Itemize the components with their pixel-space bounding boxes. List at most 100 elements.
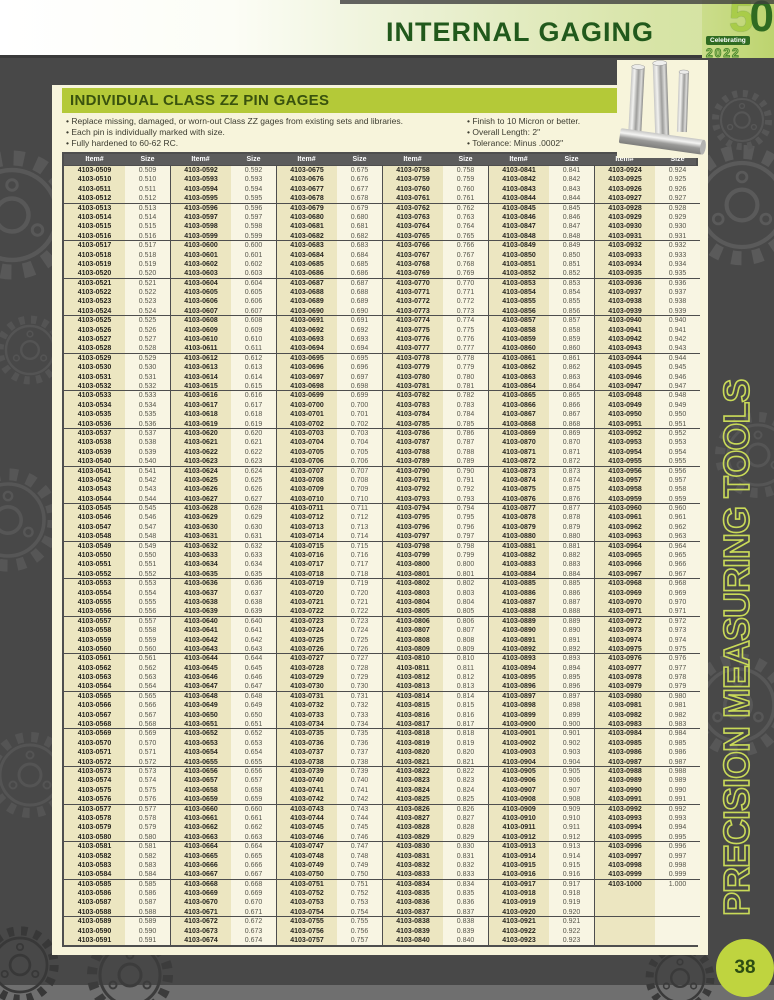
item-cell: 4103-0599: [170, 231, 231, 242]
item-cell: 4103-0520: [64, 269, 125, 279]
item-cell: 4103-0885: [488, 579, 549, 589]
size-cell: 0.687: [337, 278, 382, 289]
item-cell: 4103-0604: [170, 278, 231, 289]
item-cell: 4103-0983: [594, 720, 655, 730]
size-cell: 0.753: [337, 898, 382, 908]
item-cell: 4103-0784: [382, 410, 443, 420]
item-cell: 4103-0782: [382, 391, 443, 401]
item-cell: 4103-0845: [488, 203, 549, 213]
item-cell: 4103-0985: [594, 738, 655, 749]
item-cell: 4103-0812: [382, 673, 443, 683]
item-cell: 4103-0571: [64, 748, 125, 758]
size-cell: 0.830: [443, 842, 488, 852]
item-cell: 4103-0602: [170, 259, 231, 270]
item-cell: 4103-0911: [488, 823, 549, 833]
column-header-item: Item#: [191, 156, 210, 163]
size-cell: 0.814: [443, 691, 488, 702]
size-cell: 0.621: [231, 438, 276, 448]
size-cell: 0.824: [443, 785, 488, 796]
item-cell: 4103-0986: [594, 748, 655, 758]
size-cell: 0.884: [549, 569, 594, 580]
size-cell: 0.751: [337, 879, 382, 890]
size-cell: 0.916: [549, 870, 594, 880]
item-cell: 4103-0755: [276, 917, 337, 927]
item-cell: 4103-0591: [64, 936, 125, 946]
item-cell: 4103-0843: [488, 184, 549, 195]
column-header-size: Size: [458, 156, 473, 163]
item-cell: 4103-0608: [170, 316, 231, 326]
item-cell: 4103-0711: [276, 504, 337, 514]
item-cell: 4103-0759: [382, 175, 443, 185]
size-cell: 0.802: [443, 579, 488, 589]
size-cell: 0.509: [125, 166, 170, 176]
item-cell: 4103-0900: [488, 720, 549, 730]
column-header-size: Size: [352, 156, 367, 163]
item-cell: 4103-0631: [170, 532, 231, 542]
item-cell: 4103-0754: [276, 907, 337, 918]
size-cell: 0.861: [549, 353, 594, 364]
item-cell: 4103-0883: [488, 560, 549, 570]
size-cell: 0.815: [443, 701, 488, 711]
size-cell: 0.940: [655, 316, 700, 326]
size-cell: 0.645: [231, 663, 276, 674]
item-cell: 4103-0984: [594, 729, 655, 739]
column-header-item: Item#: [403, 156, 422, 163]
size-cell: 0.708: [337, 475, 382, 486]
size-cell: 0.990: [655, 785, 700, 796]
item-cell: 4103-0810: [382, 654, 443, 664]
item-cell: 4103-0860: [488, 344, 549, 354]
size-cell: 0.862: [549, 363, 594, 373]
size-cell: 0.593: [231, 175, 276, 185]
item-cell: 4103-0575: [64, 785, 125, 796]
item-cell: 4103-0972: [594, 616, 655, 627]
item-cell: 4103-0570: [64, 738, 125, 749]
size-cell: 0.706: [337, 457, 382, 467]
size-cell: 0.668: [231, 879, 276, 890]
size-cell: 0.587: [125, 898, 170, 908]
item-cell: 4103-0521: [64, 278, 125, 289]
item-cell: 4103-0706: [276, 457, 337, 467]
item-cell: 4103-0533: [64, 391, 125, 401]
size-cell: 0.897: [549, 691, 594, 702]
item-cell: 4103-0887: [488, 597, 549, 608]
item-cell: 4103-0572: [64, 757, 125, 767]
item-cell: 4103-0662: [170, 823, 231, 833]
size-cell: 0.644: [231, 654, 276, 664]
item-cell: 4103-0667: [170, 870, 231, 880]
size-cell: 0.800: [443, 560, 488, 570]
item-cell: 4103-0961: [594, 513, 655, 523]
size-cell: 0.684: [337, 250, 382, 260]
size-cell: 0.688: [337, 288, 382, 298]
size-cell: 0.646: [231, 673, 276, 683]
item-cell: 4103-0588: [64, 907, 125, 918]
item-cell: 4103-0750: [276, 870, 337, 880]
item-cell: 4103-0955: [594, 457, 655, 467]
size-cell: 0.795: [443, 513, 488, 523]
item-cell: 4103-0700: [276, 400, 337, 411]
item-cell: 4103-0853: [488, 278, 549, 289]
size-cell: 0.520: [125, 269, 170, 279]
size-cell: 0.912: [549, 832, 594, 843]
item-cell: 4103-0795: [382, 513, 443, 523]
size-cell: 0.573: [125, 767, 170, 777]
item-cell: 4103-0844: [488, 194, 549, 204]
item-cell: 4103-0620: [170, 428, 231, 439]
size-cell: 0.741: [337, 785, 382, 796]
size-cell: 0.710: [337, 494, 382, 505]
item-cell: 4103-0927: [594, 194, 655, 204]
bullet-item: Overall Length: 2": [467, 127, 580, 138]
item-cell: [594, 936, 655, 946]
size-cell: 0.841: [549, 166, 594, 176]
size-cell: 0.704: [337, 438, 382, 448]
size-cell: 0.544: [125, 494, 170, 505]
item-cell: 4103-0679: [276, 203, 337, 213]
item-cell: 4103-0717: [276, 560, 337, 570]
size-cell: 0.856: [549, 306, 594, 317]
item-cell: 4103-0830: [382, 842, 443, 852]
item-cell: 4103-0977: [594, 663, 655, 674]
size-cell: 0.694: [337, 344, 382, 354]
size-cell: 0.579: [125, 823, 170, 833]
item-cell: 4103-0969: [594, 588, 655, 598]
item-cell: 4103-0896: [488, 682, 549, 692]
item-cell: 4103-0998: [594, 860, 655, 871]
